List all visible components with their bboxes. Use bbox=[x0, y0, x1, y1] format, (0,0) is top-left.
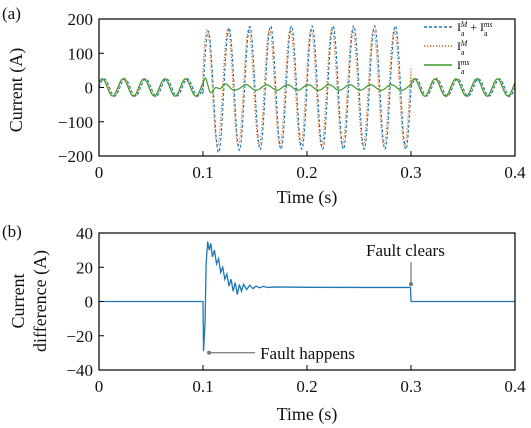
panel-b-ytick-label: 20 bbox=[76, 258, 93, 277]
panel-a-xtick-label: 0.3 bbox=[400, 163, 421, 182]
panel-a-series-group bbox=[98, 25, 516, 154]
panel-b: (b) Current difference (A) Time (s) 0 0.1… bbox=[2, 222, 526, 425]
panel-a-xtick-label: 0.1 bbox=[192, 163, 213, 182]
panel-a-ytick-label: 100 bbox=[68, 44, 94, 63]
panel-b-xtick-label: 0 bbox=[95, 377, 104, 396]
panel-b-ylabel-line2: difference (A) bbox=[30, 250, 51, 352]
panel-b-ytick-label: −40 bbox=[66, 361, 93, 380]
panel-b-ticks: 0 0.1 0.2 0.3 0.4 40 20 0 −20 −40 bbox=[66, 224, 526, 396]
panel-a-ytick-label: −200 bbox=[58, 147, 93, 166]
panel-b-ytick-label: −20 bbox=[66, 327, 93, 346]
panel-b-frame bbox=[98, 232, 516, 371]
panel-a-ytick-label: 200 bbox=[68, 10, 94, 29]
panel-b-xtick-label: 0.2 bbox=[296, 377, 317, 396]
panel-b-xlabel: Time (s) bbox=[277, 404, 338, 425]
fault-clears-dot bbox=[409, 282, 413, 287]
panel-b-annotations: Fault happens Fault clears bbox=[207, 241, 445, 363]
legend-label-im: IaM bbox=[457, 39, 469, 57]
fault-happens-dot bbox=[207, 350, 212, 355]
panel-a-label: (a) bbox=[2, 4, 21, 23]
panel-b-xtick-label: 0.1 bbox=[192, 377, 213, 396]
panel-a: (a) Current (A) Time (s) 0 0.1 0.2 0.3 0.4 20… bbox=[2, 4, 526, 208]
panel-a-ytick-label: −100 bbox=[58, 113, 93, 132]
panel-b-label: (b) bbox=[2, 222, 22, 241]
fault-happens-label: Fault happens bbox=[260, 344, 355, 363]
panel-a-xtick-label: 0.2 bbox=[296, 163, 317, 182]
panel-a-xlabel: Time (s) bbox=[277, 187, 338, 208]
legend-label-ims: Iams bbox=[457, 58, 469, 76]
panel-b-xtick-label: 0.3 bbox=[400, 377, 421, 396]
panel-a-ytick-label: 0 bbox=[85, 79, 94, 98]
fault-clears-label: Fault clears bbox=[366, 241, 445, 260]
panel-b-ytick-label: 0 bbox=[85, 293, 94, 312]
panel-a-xtick-label: 0.4 bbox=[504, 163, 526, 182]
panel-b-ytick-label: 40 bbox=[76, 224, 93, 243]
panel-b-xtick-label: 0.4 bbox=[504, 377, 526, 396]
series-line-difference bbox=[99, 241, 515, 352]
series-line-ims bbox=[98, 77, 516, 97]
panel-b-ylabel-line1: Current bbox=[8, 274, 28, 329]
series-line-im bbox=[98, 28, 516, 147]
panel-a-xtick-label: 0 bbox=[95, 163, 104, 182]
panel-b-series-group bbox=[99, 241, 515, 352]
legend-label-sum: IaM + Iams bbox=[457, 20, 492, 38]
panel-a-ylabel: Current (A) bbox=[6, 48, 27, 132]
panel-a-frame bbox=[98, 18, 516, 157]
series-line-sum bbox=[98, 25, 516, 154]
